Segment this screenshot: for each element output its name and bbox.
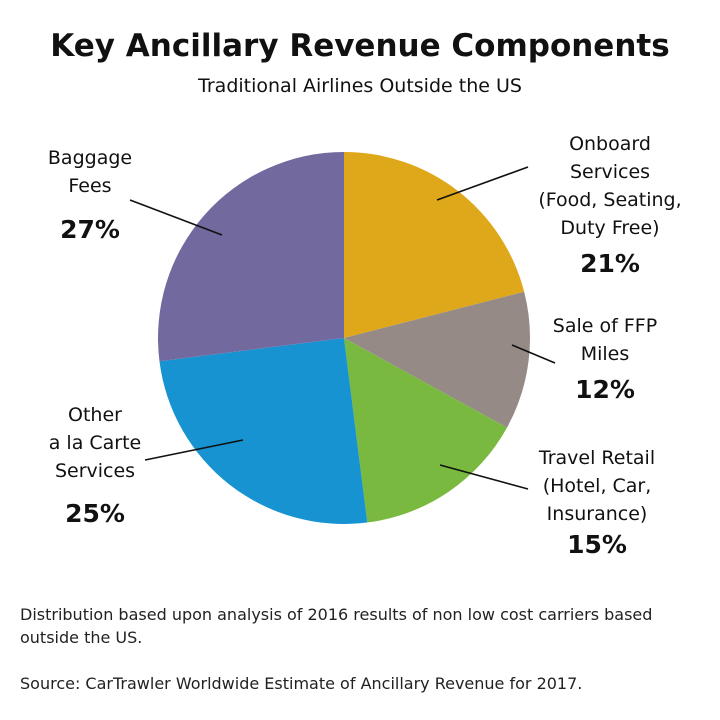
slice-label: Sale of FFP Miles (553, 315, 657, 365)
value-label: 12% (575, 375, 635, 404)
leader-line (436, 166, 529, 201)
slice-label: Other a la Carte Services (49, 404, 142, 482)
slice-label: Onboard Services (Food, Seating, Duty Free) (538, 133, 681, 239)
footnote: Distribution based upon analysis of 2016… (20, 605, 653, 647)
value-label: 15% (567, 530, 627, 559)
chart-subtitle: Traditional Airlines Outside the US (197, 75, 522, 97)
leader-line (511, 344, 556, 364)
leader-line (129, 199, 223, 236)
slice-label: Baggage Fees (48, 147, 132, 197)
pie-slice (344, 152, 525, 338)
chart-title: Key Ancillary Revenue Components (50, 28, 669, 64)
value-label: 27% (60, 215, 120, 244)
value-label: 21% (580, 249, 640, 278)
value-label: 25% (65, 499, 125, 528)
slice-label: Travel Retail (Hotel, Car, Insurance) (538, 447, 655, 525)
source: Source: CarTrawler Worldwide Estimate of… (20, 674, 583, 693)
pie-slice (344, 338, 507, 523)
pie-slice (344, 291, 530, 428)
leader-line (144, 439, 244, 461)
pie-slice (157, 152, 344, 362)
leader-line (439, 464, 529, 490)
pie-slice (159, 338, 368, 524)
